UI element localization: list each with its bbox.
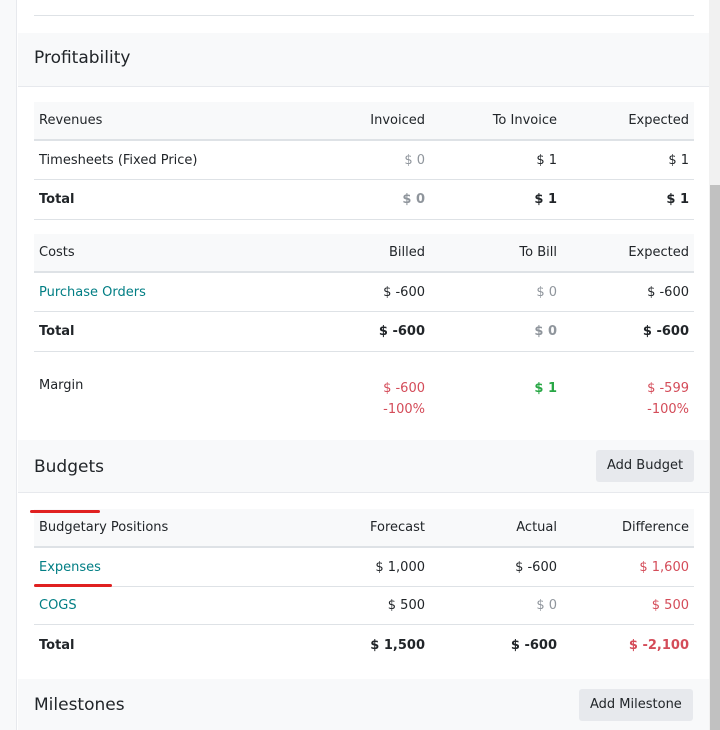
to-invoice-total: $ 1 xyxy=(534,192,557,207)
milestones-title: Milestones xyxy=(34,695,125,715)
margin-invoiced-percent: -100% xyxy=(383,402,425,417)
margin-expected-percent: -100% xyxy=(647,402,689,417)
billed-col-header: Billed xyxy=(388,245,425,260)
forecast-value: $ 500 xyxy=(387,598,425,613)
budgets-header: Budgets Add Budget xyxy=(18,440,709,493)
budgetary-positions-col-header: Budgetary Positions xyxy=(39,520,169,535)
billed-total: $ -600 xyxy=(378,324,425,339)
total-label: Total xyxy=(39,637,75,653)
costs-header-row: Costs Billed To Bill Expected xyxy=(34,234,694,273)
margin-invoiced-amount: $ -600 xyxy=(383,381,425,396)
table-row: COGS $ 500 $ 0 $ 500 xyxy=(34,587,694,625)
forecast-col-header: Forecast xyxy=(369,520,425,535)
revenues-total-row: Total $ 0 $ 1 $ 1 xyxy=(34,180,694,220)
difference-value: $ 500 xyxy=(651,598,689,613)
table-row: Timesheets (Fixed Price) $ 0 $ 1 $ 1 xyxy=(34,141,694,180)
annotation-underline xyxy=(34,584,112,587)
budgets-title: Budgets xyxy=(34,457,105,477)
expected-col-header: Expected xyxy=(628,113,689,128)
scrollbar-thumb[interactable] xyxy=(710,185,720,730)
billed-value: $ -600 xyxy=(383,284,425,300)
difference-col-header: Difference xyxy=(621,520,689,535)
to-bill-value: $ 0 xyxy=(536,284,557,300)
table-row: Purchase Orders $ -600 $ 0 $ -600 xyxy=(34,273,694,312)
purchase-orders-link[interactable]: Purchase Orders xyxy=(39,284,146,300)
actual-total: $ -600 xyxy=(510,637,557,653)
milestones-header: Milestones Add Milestone xyxy=(18,679,709,730)
margin-label: Margin xyxy=(39,378,84,393)
total-label: Total xyxy=(39,192,75,207)
annotation-underline xyxy=(30,510,100,513)
to-bill-total: $ 0 xyxy=(534,324,557,339)
margin-invoiced: $ -600 -100% xyxy=(294,366,425,432)
add-budget-button[interactable]: Add Budget xyxy=(596,450,695,482)
actual-value: $ -600 xyxy=(515,559,557,575)
top-divider xyxy=(34,15,694,16)
invoiced-value: $ 0 xyxy=(404,152,425,168)
total-label: Total xyxy=(39,324,75,339)
actual-value: $ 0 xyxy=(536,598,557,613)
invoiced-total: $ 0 xyxy=(402,192,425,207)
margin-row: Margin $ -600 -100% $ 1 $ -599 -100% xyxy=(34,366,694,432)
margin-expected: $ -599 -100% xyxy=(557,366,689,432)
costs-col-label: Costs xyxy=(39,245,75,260)
expected-col-header: Expected xyxy=(628,245,689,260)
difference-value: $ 1,600 xyxy=(639,559,689,575)
invoiced-col-header: Invoiced xyxy=(370,113,425,128)
profitability-title: Profitability xyxy=(34,48,131,68)
profitability-header: Profitability xyxy=(18,33,709,87)
margin-expected-amount: $ -599 xyxy=(647,381,689,396)
difference-total: $ -2,100 xyxy=(628,637,689,653)
margin-to-invoice: $ 1 xyxy=(425,366,557,432)
to-invoice-value: $ 1 xyxy=(536,152,557,168)
revenues-header-row: Revenues Invoiced To Invoice Expected xyxy=(34,102,694,141)
expected-total: $ -600 xyxy=(642,324,689,339)
to-invoice-col-header: To Invoice xyxy=(492,113,557,128)
costs-total-row: Total $ -600 $ 0 $ -600 xyxy=(34,312,694,352)
revenue-row-label: Timesheets (Fixed Price) xyxy=(39,152,198,168)
expected-total: $ 1 xyxy=(666,192,689,207)
cogs-link[interactable]: COGS xyxy=(39,598,77,613)
forecast-value: $ 1,000 xyxy=(375,559,425,575)
revenues-col-label: Revenues xyxy=(39,113,103,128)
budgets-header-row: Budgetary Positions Forecast Actual Diff… xyxy=(34,509,694,548)
left-edge-panel xyxy=(0,0,17,730)
add-milestone-button[interactable]: Add Milestone xyxy=(579,689,693,721)
to-bill-col-header: To Bill xyxy=(519,245,557,260)
expected-value: $ -600 xyxy=(647,284,689,300)
margin-to-invoice-amount: $ 1 xyxy=(534,381,557,396)
table-row: Expenses $ 1,000 $ -600 $ 1,600 xyxy=(34,548,694,587)
actual-col-header: Actual xyxy=(516,520,557,535)
expenses-link[interactable]: Expenses xyxy=(39,559,101,575)
expected-value: $ 1 xyxy=(668,152,689,168)
budgets-total-row: Total $ 1,500 $ -600 $ -2,100 xyxy=(34,625,694,665)
forecast-total: $ 1,500 xyxy=(370,637,425,653)
